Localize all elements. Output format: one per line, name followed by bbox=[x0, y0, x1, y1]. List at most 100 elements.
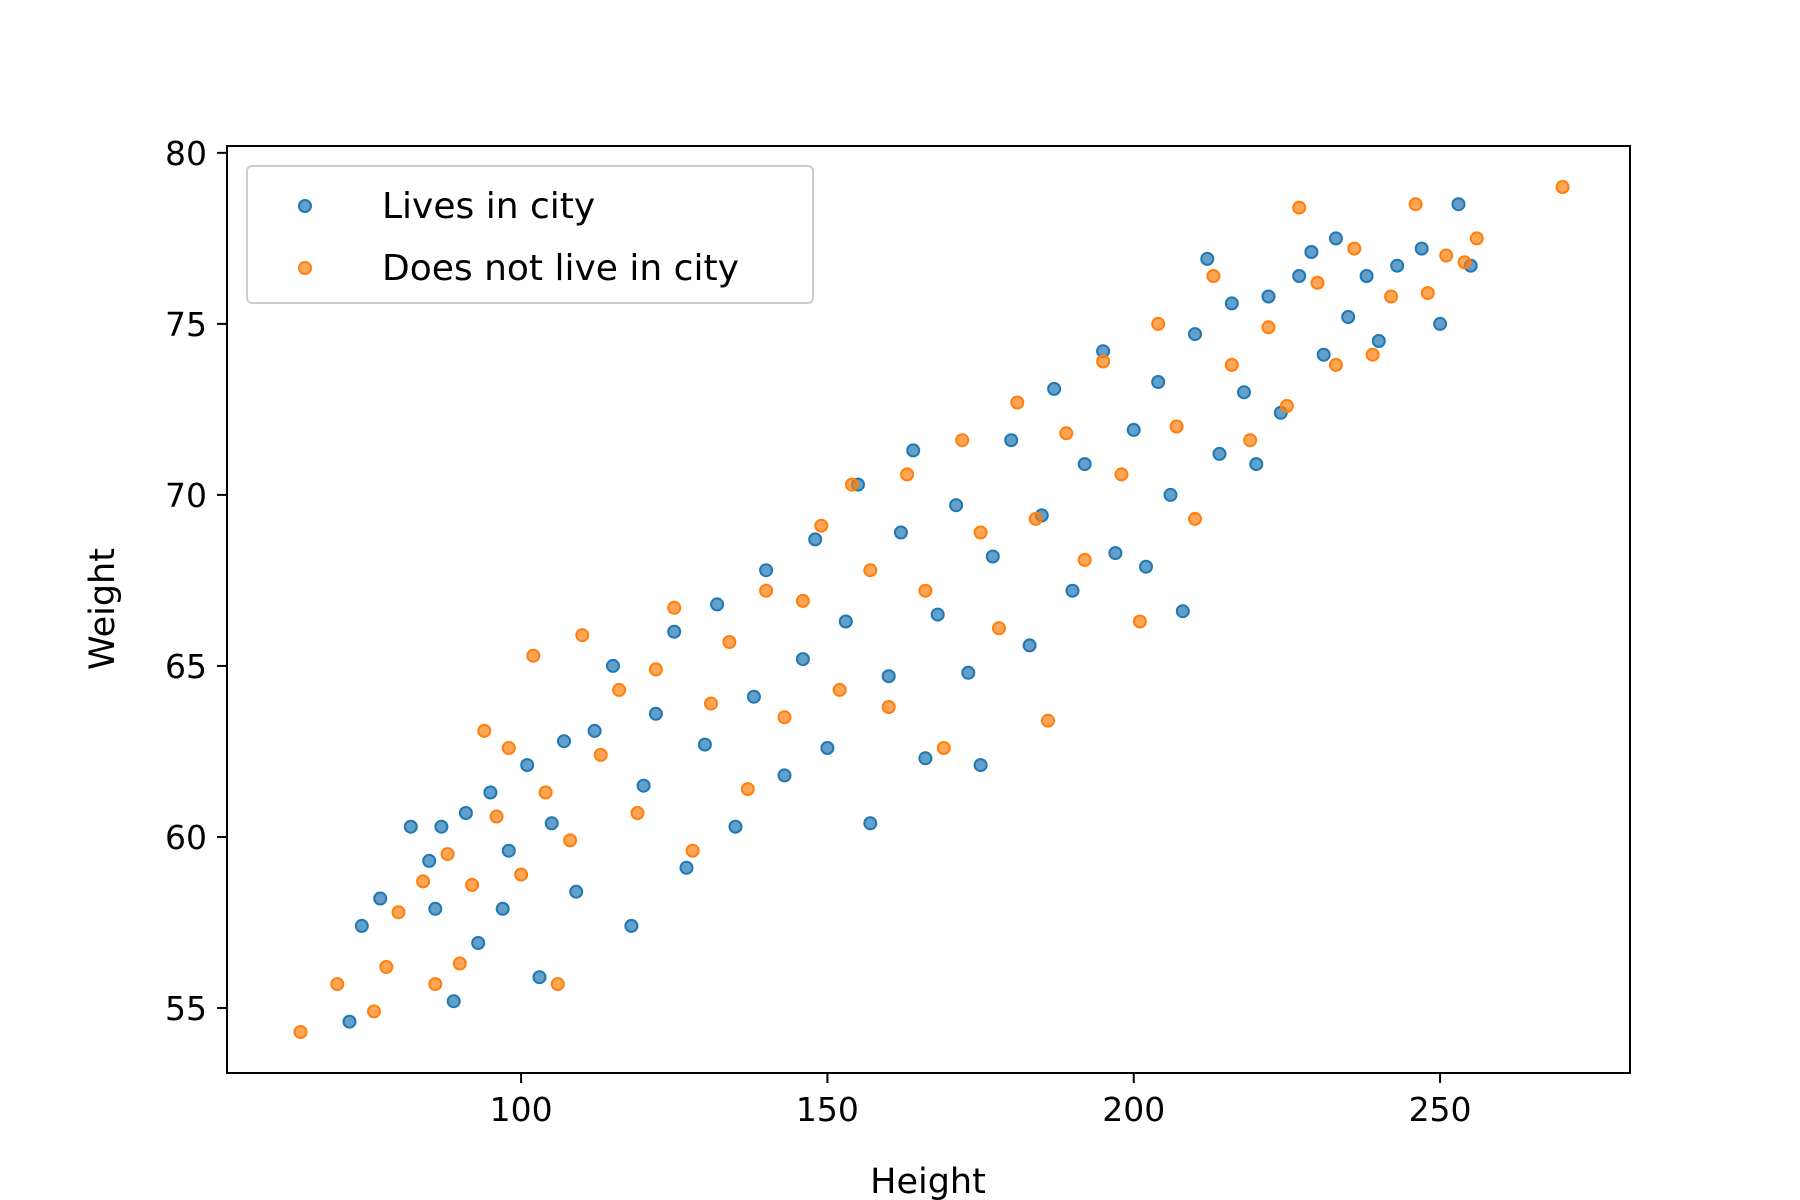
point bbox=[1224, 357, 1239, 372]
y-tick-label: 60 bbox=[165, 818, 207, 857]
point bbox=[440, 847, 455, 862]
point bbox=[526, 648, 541, 663]
point bbox=[1065, 583, 1080, 598]
point bbox=[1457, 255, 1472, 270]
point bbox=[1390, 258, 1405, 273]
point bbox=[477, 723, 492, 738]
point bbox=[795, 652, 810, 667]
point bbox=[1365, 347, 1380, 362]
x-tick-label: 250 bbox=[1409, 1090, 1472, 1129]
point bbox=[918, 583, 933, 598]
point bbox=[391, 905, 406, 920]
point bbox=[759, 583, 774, 598]
point bbox=[1059, 426, 1074, 441]
point bbox=[514, 867, 529, 882]
point bbox=[648, 706, 663, 721]
point bbox=[1433, 316, 1448, 331]
legend: Lives in city Does not live in city bbox=[246, 165, 814, 304]
point bbox=[697, 737, 712, 752]
point bbox=[1212, 446, 1227, 461]
point bbox=[1237, 385, 1251, 400]
point bbox=[667, 600, 682, 615]
point bbox=[1151, 375, 1166, 389]
point bbox=[704, 696, 718, 711]
point bbox=[881, 700, 896, 714]
point bbox=[1249, 457, 1264, 472]
point bbox=[1206, 269, 1221, 283]
legend-marker-lives-in-city bbox=[298, 199, 312, 213]
point bbox=[893, 525, 908, 540]
point bbox=[354, 918, 369, 933]
point bbox=[1310, 275, 1325, 290]
legend-box bbox=[246, 165, 814, 304]
point bbox=[428, 901, 443, 916]
point bbox=[1004, 433, 1019, 448]
point bbox=[587, 723, 602, 738]
point bbox=[814, 518, 829, 533]
y-tick-label: 80 bbox=[165, 134, 207, 173]
point bbox=[973, 758, 988, 773]
point bbox=[992, 621, 1006, 636]
point bbox=[1420, 286, 1435, 301]
point bbox=[820, 741, 835, 755]
point bbox=[1341, 310, 1356, 324]
point bbox=[900, 467, 915, 482]
point bbox=[557, 734, 571, 749]
point bbox=[593, 747, 608, 762]
point bbox=[1188, 327, 1202, 342]
point bbox=[501, 741, 516, 755]
point bbox=[710, 597, 725, 612]
point bbox=[740, 782, 755, 797]
point bbox=[501, 843, 516, 858]
point bbox=[777, 710, 792, 725]
point bbox=[1347, 241, 1362, 256]
point bbox=[458, 806, 473, 820]
point bbox=[1047, 381, 1062, 396]
point bbox=[1022, 638, 1037, 653]
point bbox=[532, 970, 547, 985]
point bbox=[1126, 422, 1141, 437]
series-does-not-live-in-city bbox=[293, 180, 1570, 1039]
point bbox=[367, 1004, 381, 1019]
series-lives-in-city bbox=[342, 197, 1478, 1029]
point bbox=[1555, 180, 1570, 194]
point bbox=[1188, 511, 1202, 526]
y-axis-label: Weight bbox=[83, 548, 123, 670]
point bbox=[679, 860, 694, 875]
point bbox=[1451, 197, 1466, 212]
point bbox=[1028, 511, 1043, 526]
point bbox=[342, 1014, 357, 1029]
point bbox=[373, 891, 388, 906]
legend-label-does-not-live-in-city: Does not live in city bbox=[382, 248, 739, 289]
point bbox=[1328, 357, 1343, 372]
point bbox=[1359, 269, 1374, 283]
point bbox=[428, 977, 443, 992]
point bbox=[1151, 316, 1166, 331]
point bbox=[759, 563, 774, 578]
point bbox=[1328, 231, 1343, 246]
point bbox=[863, 563, 878, 578]
point bbox=[606, 658, 620, 673]
point bbox=[863, 816, 878, 831]
point bbox=[648, 662, 663, 677]
point bbox=[483, 785, 498, 800]
point bbox=[1243, 433, 1258, 448]
y-tick-label: 70 bbox=[165, 476, 207, 515]
point bbox=[722, 635, 737, 649]
x-tick-label: 150 bbox=[796, 1090, 859, 1129]
point bbox=[538, 785, 553, 800]
point bbox=[563, 833, 578, 848]
point bbox=[955, 433, 970, 448]
point bbox=[1316, 347, 1331, 362]
point bbox=[1261, 320, 1276, 335]
plot-frame bbox=[226, 145, 1631, 1074]
point bbox=[746, 689, 761, 704]
point bbox=[918, 751, 933, 766]
point bbox=[446, 994, 461, 1009]
y-tick-label: 75 bbox=[165, 305, 207, 344]
point bbox=[1224, 296, 1239, 311]
point bbox=[1077, 457, 1092, 472]
point bbox=[795, 593, 810, 608]
point bbox=[1096, 354, 1111, 369]
